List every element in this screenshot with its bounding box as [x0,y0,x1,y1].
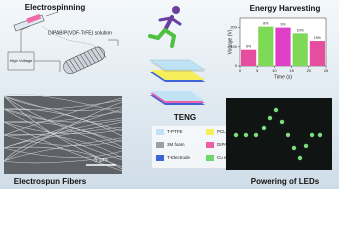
bar [309,41,325,66]
fiber [3,99,123,111]
section-title: TENG [174,113,196,122]
x-tick-label: 15 [289,68,294,73]
legend-label: T-Electrode [167,155,191,160]
legend-swatch [206,155,214,161]
teng-device [149,59,206,105]
bar [241,49,257,66]
fiber [3,108,123,149]
wires [20,25,119,72]
solution-label: DIPAB/P(VDF-TrFE) solution [48,30,112,36]
section-title: Electrospun Fibers [14,177,87,186]
coil-turn [72,57,81,70]
legend-swatch [156,129,164,135]
coil-turn [83,52,92,65]
fiber [3,95,123,150]
fiber [3,108,123,161]
legend-label: PCL [217,129,226,134]
x-axis-label: Time (s) [274,74,292,80]
led [303,143,309,149]
led [253,132,259,138]
led [243,132,249,138]
led [233,132,239,138]
fiber [3,121,123,135]
bar-label: 6% [246,45,251,49]
fiber [3,110,123,123]
coil-turn [87,50,96,64]
fiber [3,134,123,159]
bar-label: 9% [280,23,285,27]
fiber [3,134,123,146]
bar [275,27,291,67]
led [317,132,323,138]
fiber [3,108,123,137]
bar-label: 10% [297,28,304,32]
y-tick-label: 0 [235,63,238,68]
led [291,145,297,151]
fiber [3,119,123,162]
legend-swatch [156,155,164,161]
fiber [3,121,123,136]
led [285,132,291,138]
page: Electrospinning DIPAB/P(VDF-TrFE) soluti… [0,0,339,189]
x-tick-label: 0 [239,68,242,73]
voltage-label: High Voltage [10,58,33,63]
graphical-abstract: Electrospinning DIPAB/P(VDF-TrFE) soluti… [0,0,339,189]
legend-label: T-PTFE [167,129,183,134]
fiber [3,147,123,158]
y-tick-label: 100 [230,44,237,49]
fiber [3,137,123,162]
x-tick-label: 10 [272,68,277,73]
bar [292,33,308,66]
fiber [3,95,123,132]
bar-label: 8% [263,22,268,26]
led [273,107,279,113]
coil-turn [65,61,74,74]
legend-label: 3M foam [167,142,185,147]
fiber [3,95,123,111]
coil-turn [69,59,78,72]
led [279,119,285,125]
fiber [3,97,123,136]
y-tick-label: 200 [230,25,237,30]
coil-turn [98,45,107,59]
fiber [3,155,123,164]
collector [63,45,107,75]
led [261,125,267,131]
legend-swatch [206,129,214,135]
fiber [3,126,123,149]
legend-swatch [206,142,214,148]
coil-turn [94,47,103,60]
bar-label: 15% [314,36,321,40]
y-axis-label: Voltage (V) [227,29,233,54]
coil-turn [76,56,85,69]
x-tick-label: 20 [307,68,312,73]
x-tick-label: 25 [324,68,329,73]
led-image [226,98,332,170]
fiber [3,95,123,168]
section-title: Energy Harvesting [250,4,321,13]
led [297,155,303,161]
led [309,132,315,138]
fiber [3,108,123,123]
energy-chart: 6% 8% 9% 10% 15% 0 100 200 0 5 10 15 20 25 Time (s) Vol… [227,17,329,80]
legend-swatch [156,142,164,148]
bar [258,26,274,66]
runner-icon [148,6,182,48]
fiber [3,121,123,148]
syringe [13,11,101,51]
led [267,115,273,121]
coil-turn [90,49,100,62]
leds [233,107,323,161]
section-title: Electrospinning [25,3,86,12]
x-tick-label: 5 [256,68,259,73]
coil-turn [80,54,89,67]
fiber [3,101,123,162]
section-title: Powering of LEDs [251,177,320,186]
scale-label: 5 μm [94,158,107,164]
fiber [3,93,123,114]
